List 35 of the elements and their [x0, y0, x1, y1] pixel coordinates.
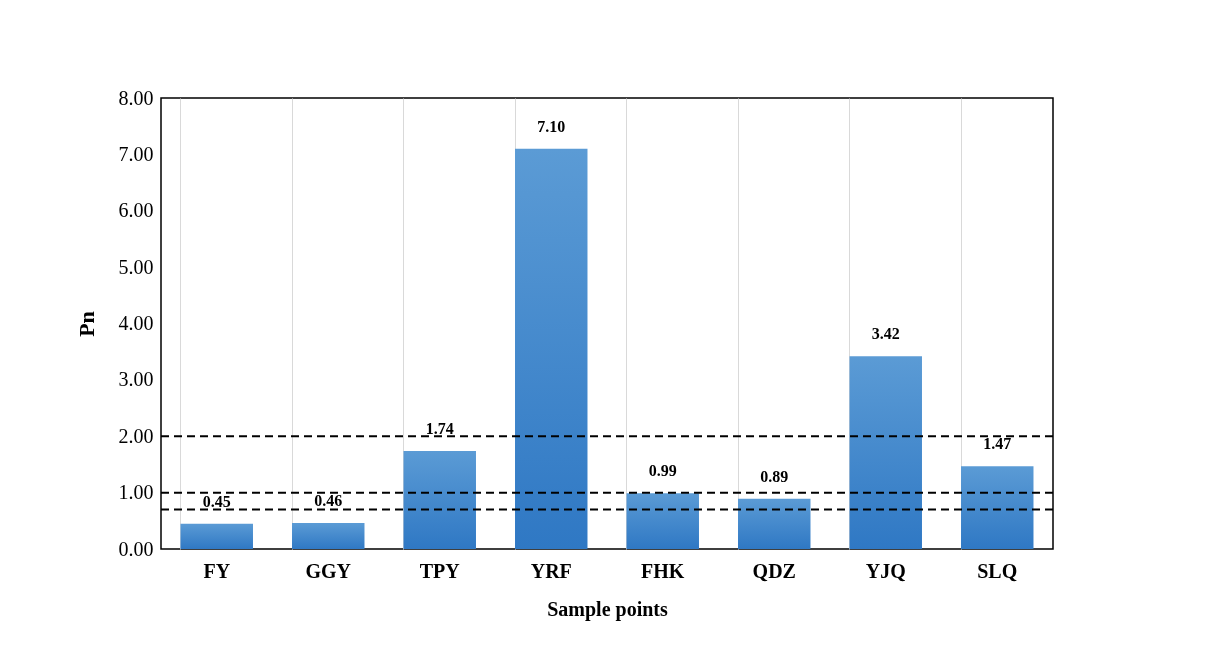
x-tick-label: FHK	[641, 559, 685, 582]
bar	[292, 523, 365, 549]
bar	[738, 498, 811, 549]
bar	[849, 356, 922, 549]
x-axis-title: Sample points	[547, 597, 669, 621]
bar	[180, 523, 253, 549]
data-label: 0.99	[648, 462, 677, 480]
y-tick-label: 3.00	[118, 368, 154, 391]
y-axis-title: Pn	[73, 311, 99, 337]
data-label: 7.10	[537, 117, 566, 135]
y-tick-label: 5.00	[118, 255, 154, 278]
x-tick-label: QDZ	[752, 559, 796, 582]
x-tick-label: SLQ	[977, 559, 1018, 582]
bar	[403, 450, 476, 549]
data-label: 1.74	[425, 419, 454, 437]
data-label: 0.45	[202, 492, 231, 510]
data-label: 1.47	[983, 435, 1012, 453]
x-tick-label: YJQ	[865, 559, 906, 582]
data-label: 3.42	[871, 325, 900, 343]
y-tick-label: 6.00	[118, 199, 154, 222]
data-label: 0.89	[760, 467, 789, 485]
x-tick-label: GGY	[305, 559, 352, 582]
bar	[626, 493, 699, 549]
y-tick-label: 8.00	[118, 86, 154, 109]
y-tick-label: 2.00	[118, 424, 154, 447]
x-tick-label: YRF	[530, 559, 572, 582]
bar	[961, 466, 1034, 549]
y-tick-label: 1.00	[118, 481, 154, 504]
y-tick-label: 7.00	[118, 142, 154, 165]
bar	[515, 148, 588, 549]
y-tick-label: 4.00	[118, 312, 154, 334]
x-tick-label: TPY	[419, 559, 461, 582]
data-label: 0.46	[314, 492, 343, 510]
y-tick-label: 0.00	[118, 537, 154, 560]
x-tick-label: FY	[203, 559, 231, 582]
